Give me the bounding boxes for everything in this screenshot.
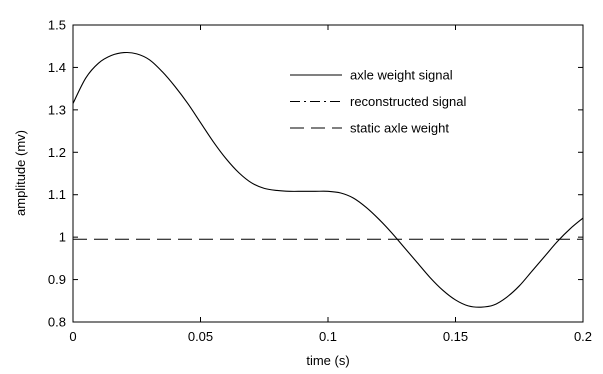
- y-tick-label: 0.9: [48, 272, 66, 287]
- y-tick-label: 1.5: [48, 18, 66, 33]
- legend-label-2: static axle weight: [350, 121, 449, 136]
- x-tick-label: 0.05: [188, 329, 213, 344]
- y-tick-label: 1.1: [48, 187, 66, 202]
- y-tick-label: 0.8: [48, 315, 66, 330]
- y-tick-label: 1.3: [48, 102, 66, 117]
- x-tick-label: 0: [69, 329, 76, 344]
- legend-label-0: axle weight signal: [350, 68, 453, 83]
- x-axis-title: time (s): [306, 353, 349, 368]
- ticks: 0 0.05 0.1 0.15 0.2 0.8 0.9 1 1.1 1.2 1.3 1.4 1.5: [48, 18, 592, 345]
- series-layer: [72, 51, 584, 308]
- y-tick-label: 1.4: [48, 60, 66, 75]
- x-tick-label: 0.1: [319, 329, 337, 344]
- y-tick-label: 1.2: [48, 145, 66, 160]
- y-axis-title: amplitude (mv): [13, 130, 28, 216]
- legend: axle weight signal reconstructed signal st…: [290, 68, 466, 136]
- x-tick-label: 0.15: [443, 329, 468, 344]
- plot-area: [72, 24, 584, 323]
- legend-label-1: reconstructed signal: [350, 94, 466, 109]
- x-tick-label: 0.2: [574, 329, 592, 344]
- y-tick-label: 1: [59, 230, 66, 245]
- series-line-0: [72, 51, 584, 308]
